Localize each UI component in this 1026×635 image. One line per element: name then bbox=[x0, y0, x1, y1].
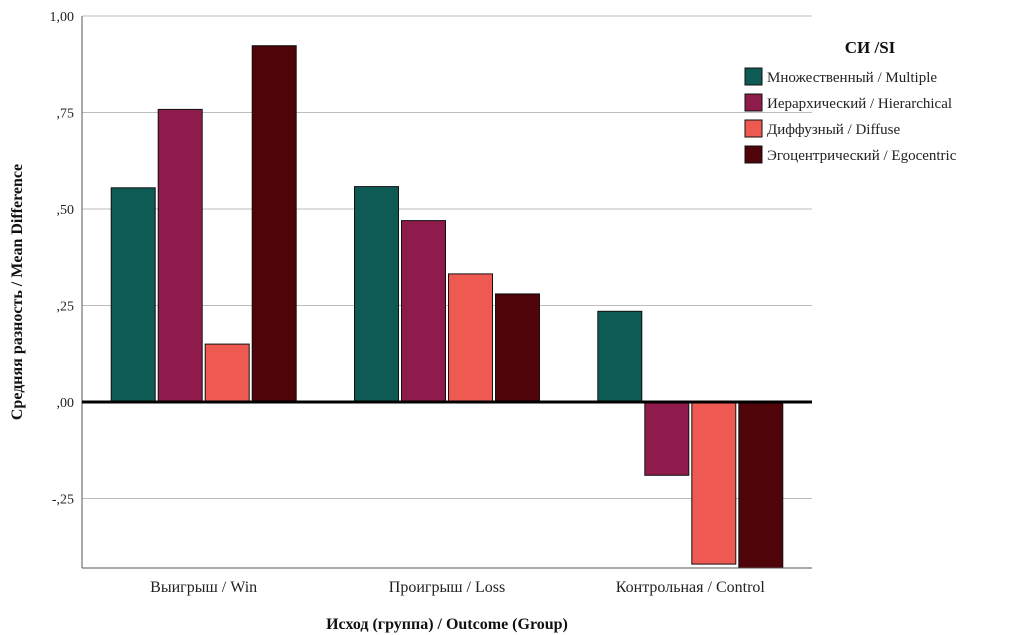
bar bbox=[157, 108, 203, 403]
y-tick-label: 1,00 bbox=[50, 10, 75, 25]
grid-lines bbox=[82, 15, 812, 500]
x-category-label: Контрольная / Control bbox=[616, 579, 766, 596]
bar bbox=[644, 401, 690, 476]
y-tick-label: ,25 bbox=[57, 300, 75, 315]
y-tick-labels: -,25 ,00 ,25 ,50 ,75 1,00 bbox=[50, 10, 75, 508]
bar bbox=[401, 220, 446, 403]
x-axis-title: Исход (группа) / Outcome (Group) bbox=[326, 616, 568, 633]
y-tick-label: ,75 bbox=[57, 107, 75, 122]
bar bbox=[354, 186, 399, 403]
legend-swatch bbox=[744, 145, 763, 164]
bar bbox=[738, 401, 784, 569]
bars bbox=[110, 45, 784, 569]
legend-label: Иерархический / Hierarchical bbox=[767, 96, 952, 112]
bar bbox=[448, 273, 493, 403]
bar bbox=[110, 187, 156, 403]
legend-swatch bbox=[744, 93, 763, 112]
legend-label: Диффузный / Diffuse bbox=[767, 122, 901, 138]
x-category-label: Проигрыш / Loss bbox=[389, 579, 505, 596]
y-tick-label: ,50 bbox=[57, 203, 75, 218]
x-category-label: Выигрыш / Win bbox=[150, 579, 257, 596]
y-tick-label: -,25 bbox=[52, 493, 74, 508]
y-tick-label: ,00 bbox=[57, 396, 75, 411]
legend-swatch bbox=[744, 119, 763, 138]
legend-swatch bbox=[744, 67, 763, 86]
legend-label: Множественный / Multiple bbox=[767, 70, 937, 86]
axes bbox=[81, 16, 812, 569]
bar bbox=[495, 293, 540, 403]
legend-title: СИ /SI bbox=[845, 38, 896, 57]
bar bbox=[204, 343, 250, 403]
bar bbox=[691, 401, 737, 565]
y-axis-title: Средняя разность / Mean Difference bbox=[9, 164, 26, 420]
bar bbox=[251, 45, 297, 403]
x-category-labels: Выигрыш / Win Проигрыш / Loss Контрольная … bbox=[150, 579, 765, 596]
bar bbox=[597, 310, 643, 403]
legend-label: Эгоцентрический / Egocentric bbox=[767, 148, 957, 164]
legend: СИ /SI Множественный / Multiple Иерархиче… bbox=[744, 38, 957, 164]
